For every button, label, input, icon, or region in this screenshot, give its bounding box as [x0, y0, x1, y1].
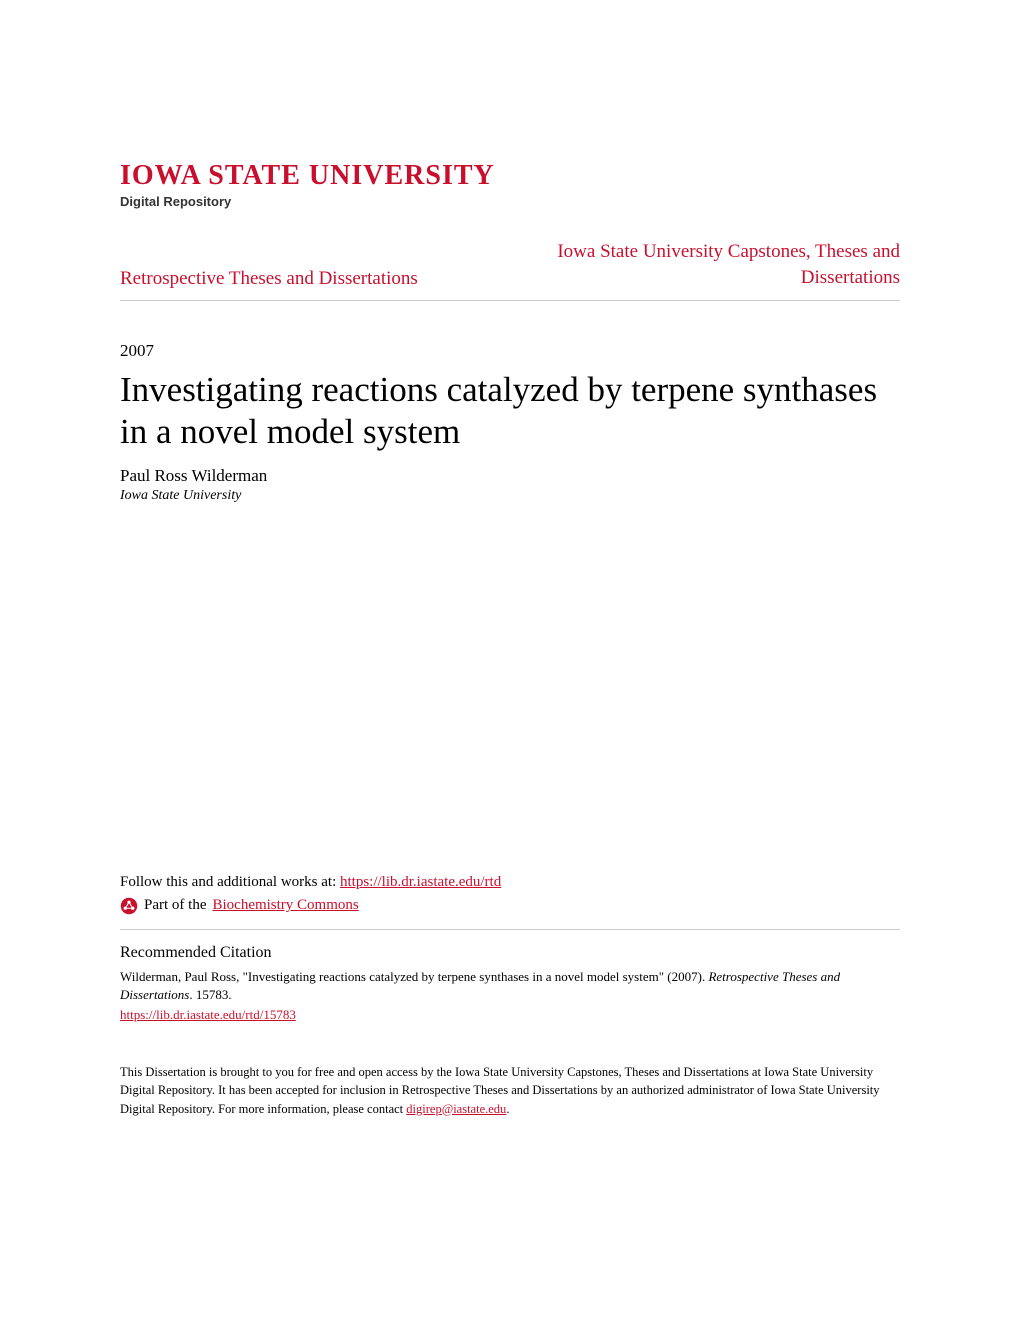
- partof-line: Part of the Biochemistry Commons: [120, 897, 900, 915]
- logo-main-text: IOWA STATE UNIVERSITY: [120, 160, 900, 192]
- logo-sub-text: Digital Repository: [120, 194, 900, 209]
- follow-line: Follow this and additional works at: htt…: [120, 874, 900, 891]
- network-icon: [120, 897, 138, 915]
- collection-link-right[interactable]: Iowa State University Capstones, Theses …: [520, 239, 900, 290]
- footer-disclaimer: This Dissertation is brought to you for …: [120, 1063, 900, 1117]
- footer-contact-link[interactable]: digirep@iastate.edu: [406, 1102, 506, 1116]
- footer-post: .: [506, 1102, 509, 1116]
- citation-block: Recommended Citation Wilderman, Paul Ros…: [120, 944, 900, 1063]
- follow-section: Follow this and additional works at: htt…: [120, 874, 900, 930]
- collection-link-left[interactable]: Retrospective Theses and Dissertations: [120, 268, 418, 290]
- partof-commons-link[interactable]: Biochemistry Commons: [212, 897, 358, 914]
- follow-url-link[interactable]: https://lib.dr.iastate.edu/rtd: [340, 874, 501, 890]
- partof-prefix: Part of the: [144, 897, 206, 914]
- citation-heading: Recommended Citation: [120, 944, 900, 962]
- publication-year: 2007: [120, 341, 900, 361]
- author-name: Paul Ross Wilderman: [120, 466, 900, 486]
- header-nav-row: Retrospective Theses and Dissertations I…: [120, 239, 900, 301]
- citation-text: Wilderman, Paul Ross, "Investigating rea…: [120, 968, 900, 1004]
- follow-prefix: Follow this and additional works at:: [120, 874, 340, 890]
- logo-block: IOWA STATE UNIVERSITY Digital Repository: [120, 160, 900, 209]
- citation-url-link[interactable]: https://lib.dr.iastate.edu/rtd/15783: [120, 1007, 296, 1023]
- citation-pre: Wilderman, Paul Ross, "Investigating rea…: [120, 969, 708, 984]
- citation-post: . 15783.: [189, 987, 231, 1002]
- author-affiliation: Iowa State University: [120, 488, 900, 504]
- document-title: Investigating reactions catalyzed by ter…: [120, 369, 900, 452]
